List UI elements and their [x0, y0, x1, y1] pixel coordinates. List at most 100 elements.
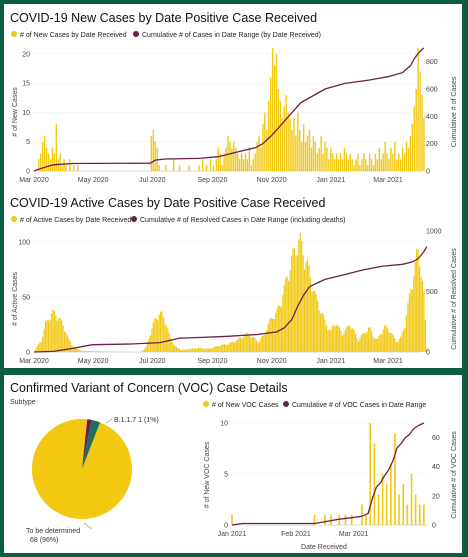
- chart1-bar: [158, 165, 160, 171]
- chart2-bar: [407, 302, 409, 352]
- chart2-bar: [308, 265, 310, 352]
- chart2-bar: [84, 350, 86, 352]
- chart2-bar: [218, 346, 220, 352]
- voc-bar: [402, 484, 405, 525]
- chart2-bar: [203, 348, 205, 352]
- chart2-bar: [350, 328, 352, 352]
- chart1-legend-bar[interactable]: # of New Cases by Date Received: [20, 32, 127, 39]
- chart2-y2tick: 1000: [426, 229, 442, 236]
- chart2-bar: [395, 341, 397, 352]
- chart2-bar: [309, 277, 312, 352]
- chart2-bar: [321, 312, 323, 352]
- chart2-legend-line[interactable]: Cumulative # of Resolved Cases in Date R…: [140, 217, 345, 224]
- chart2-bar: [241, 338, 243, 352]
- chart1-bar: [254, 153, 256, 171]
- chart2-bar: [52, 309, 54, 352]
- chart2-bar: [181, 349, 184, 352]
- chart1-bar: [65, 165, 67, 171]
- chart2-xtick: Mar 2021: [373, 358, 403, 365]
- chart2-bar: [77, 349, 79, 352]
- chart1-bar: [295, 135, 297, 171]
- chart2-bar: [95, 351, 98, 352]
- chart1-bar: [376, 159, 379, 171]
- chart1-bar: [378, 147, 381, 171]
- chart2-bar: [276, 308, 278, 352]
- chart2-bar: [337, 325, 339, 352]
- chart2-bar: [423, 291, 425, 352]
- chart2-bar: [56, 320, 58, 352]
- chart2-bar: [212, 347, 214, 352]
- chart1-bar: [339, 153, 342, 171]
- chart1-xtick: Nov 2020: [257, 177, 287, 184]
- chart2-bar: [363, 332, 365, 352]
- chart2-bar: [103, 351, 105, 352]
- chart1-bar: [332, 153, 334, 171]
- chart2-bar: [40, 341, 42, 352]
- chart1-bar: [69, 159, 71, 171]
- voc-bar: [344, 514, 347, 525]
- chart2-bar: [152, 322, 154, 352]
- chart1-bar: [43, 135, 46, 171]
- chart2-bar: [162, 317, 165, 352]
- chart2-ytick: 100: [18, 240, 30, 247]
- chart2-bar: [311, 291, 313, 352]
- chart1-bar: [202, 159, 204, 171]
- pie-slice[interactable]: [82, 419, 92, 469]
- chart1-bar: [417, 48, 419, 171]
- chart2-legend-bar[interactable]: # of Active Cases by Date Received: [20, 217, 131, 224]
- chart2-bar: [231, 341, 233, 352]
- chart2-bar: [235, 340, 237, 352]
- chart1-bar: [394, 141, 396, 171]
- chart2-bar: [312, 291, 314, 352]
- chart2-bar: [175, 347, 178, 352]
- chart1-legend-line[interactable]: Cumulative # of Cases in Date Range (by …: [142, 32, 321, 39]
- chart1-bar: [368, 153, 371, 171]
- chart1-bar: [229, 141, 231, 171]
- chart1-bar: [390, 147, 392, 171]
- voc-bar: [414, 494, 417, 525]
- chart2-bar: [245, 332, 248, 352]
- chart2-bar: [304, 269, 306, 352]
- chart1-bar: [374, 153, 377, 171]
- chart1-bar: [47, 153, 50, 171]
- voc-bar: [369, 423, 372, 525]
- chart2-bar: [360, 335, 362, 352]
- chart2-bar: [177, 347, 179, 352]
- voc-bar: [394, 433, 396, 525]
- chart2-bar: [148, 338, 150, 352]
- voc-legend-bar[interactable]: # of New VOC Cases: [212, 402, 279, 409]
- voc-legend-bar-marker: [203, 401, 209, 407]
- chart1-bar: [215, 159, 218, 171]
- chart2-bar: [37, 344, 39, 352]
- chart1-bar: [396, 159, 398, 171]
- chart2-bar: [370, 331, 373, 352]
- chart2-cumulative-line: [33, 246, 428, 353]
- chart2-bar: [157, 320, 159, 352]
- chart1-bar: [337, 159, 340, 171]
- chart1-y2tick: 0: [426, 169, 430, 176]
- chart2-bar: [421, 280, 424, 352]
- chart2-bar: [100, 351, 102, 352]
- chart1-bar: [318, 147, 320, 171]
- chart1-bar: [198, 165, 200, 171]
- chart1-bar: [289, 118, 291, 171]
- chart1-bar: [266, 130, 268, 171]
- chart1-title: COVID-19 New Cases by Date Positive Case…: [10, 11, 317, 25]
- chart1-y2tick: 200: [426, 141, 438, 148]
- chart1-cumulative-line: [33, 47, 425, 172]
- chart2-bar: [178, 349, 181, 352]
- voc-legend-line[interactable]: Cumulative # of VOC Cases in Date Range: [292, 402, 426, 409]
- pie-slice[interactable]: [32, 418, 133, 519]
- chart1-bar: [415, 89, 417, 171]
- chart2-bar: [341, 335, 344, 352]
- chart1-bar: [328, 159, 330, 171]
- pie-slice[interactable]: [82, 419, 101, 469]
- chart2-bar: [296, 255, 298, 352]
- chart2-bar: [174, 345, 176, 352]
- chart2-bar: [191, 348, 194, 352]
- cases-charts-svg: COVID-19 New Cases by Date Positive Case…: [10, 11, 458, 365]
- chart2-bar: [82, 350, 85, 352]
- chart2-bar: [314, 291, 316, 352]
- chart2-bar: [404, 327, 406, 352]
